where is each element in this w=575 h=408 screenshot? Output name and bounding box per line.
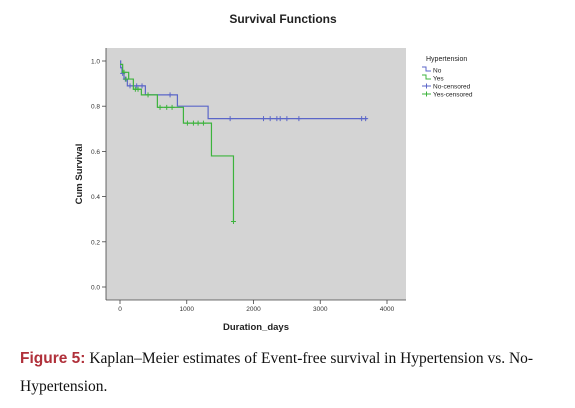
censor-mark-yes xyxy=(230,218,236,224)
censor-mark-no xyxy=(363,116,369,122)
series-layer xyxy=(120,60,369,224)
censor-mark-no xyxy=(296,116,302,122)
y-tick-label: 0.4 xyxy=(91,194,100,201)
censor-mark-yes xyxy=(184,120,190,126)
legend-label-yes: Yes xyxy=(433,76,444,83)
legend-swatch-no xyxy=(422,66,431,72)
y-axis-ticks: 0.0 0.2 0.4 0.6 0.8 1.0 xyxy=(91,59,106,292)
censor-mark-no xyxy=(261,116,267,122)
x-tick-label: 2000 xyxy=(246,306,261,313)
censor-mark-yes xyxy=(169,104,175,110)
series-line-yes xyxy=(120,63,235,222)
censor-mark-no xyxy=(227,116,233,122)
series-line-no xyxy=(120,60,367,120)
censor-mark-yes xyxy=(145,92,151,98)
x-tick-label: 4000 xyxy=(380,306,395,313)
censor-mark-yes xyxy=(135,86,141,92)
caption-text: Kaplan–Meier estimates of Event-free sur… xyxy=(20,350,534,395)
censor-mark-yes xyxy=(164,104,170,110)
censor-mark-yes xyxy=(121,69,127,75)
y-tick-label: 0.2 xyxy=(91,239,100,246)
x-tick-label: 1000 xyxy=(180,306,195,313)
plot-area xyxy=(106,48,406,300)
censor-mark-no xyxy=(267,116,273,122)
caption-label: Figure 5: xyxy=(20,350,86,367)
censor-mark-no xyxy=(134,83,140,89)
figure-caption: Figure 5: Kaplan–Meier estimates of Even… xyxy=(20,345,560,401)
legend-label-no: No xyxy=(433,68,442,75)
censor-mark-no xyxy=(277,116,283,122)
legend-title: Hypertension xyxy=(426,56,467,63)
chart-title: Survival Functions xyxy=(229,12,337,26)
x-axis-label: Duration_days xyxy=(223,322,289,333)
y-axis-label: Cum Survival xyxy=(74,144,85,205)
x-axis-ticks: 0 1000 2000 3000 4000 xyxy=(118,300,395,313)
y-tick-label: 0.6 xyxy=(91,149,100,156)
censor-mark-no xyxy=(139,83,145,89)
x-tick-label: 0 xyxy=(118,306,122,313)
censor-mark-yes xyxy=(123,76,129,82)
censor-mark-no xyxy=(284,116,290,122)
censor-mark-yes xyxy=(190,120,196,126)
censor-mark-no xyxy=(167,92,173,98)
y-tick-label: 1.0 xyxy=(91,59,100,66)
x-tick-label: 3000 xyxy=(313,306,328,313)
legend: Hypertension NoYesNo-censoredYes-censore… xyxy=(422,56,473,99)
censor-mark-yes xyxy=(195,120,201,126)
y-tick-label: 0.8 xyxy=(91,104,100,111)
legend-swatch-yes xyxy=(422,74,431,80)
legend-label-yes-censored: Yes-censored xyxy=(433,92,473,99)
legend-swatch-no-censored xyxy=(422,83,431,89)
y-tick-label: 0.0 xyxy=(91,285,100,292)
censor-mark-yes xyxy=(157,104,163,110)
censor-mark-no xyxy=(127,83,133,89)
censor-mark-yes xyxy=(200,120,206,126)
legend-swatch-yes-censored xyxy=(422,91,431,97)
legend-label-no-censored: No-censored xyxy=(433,84,471,91)
